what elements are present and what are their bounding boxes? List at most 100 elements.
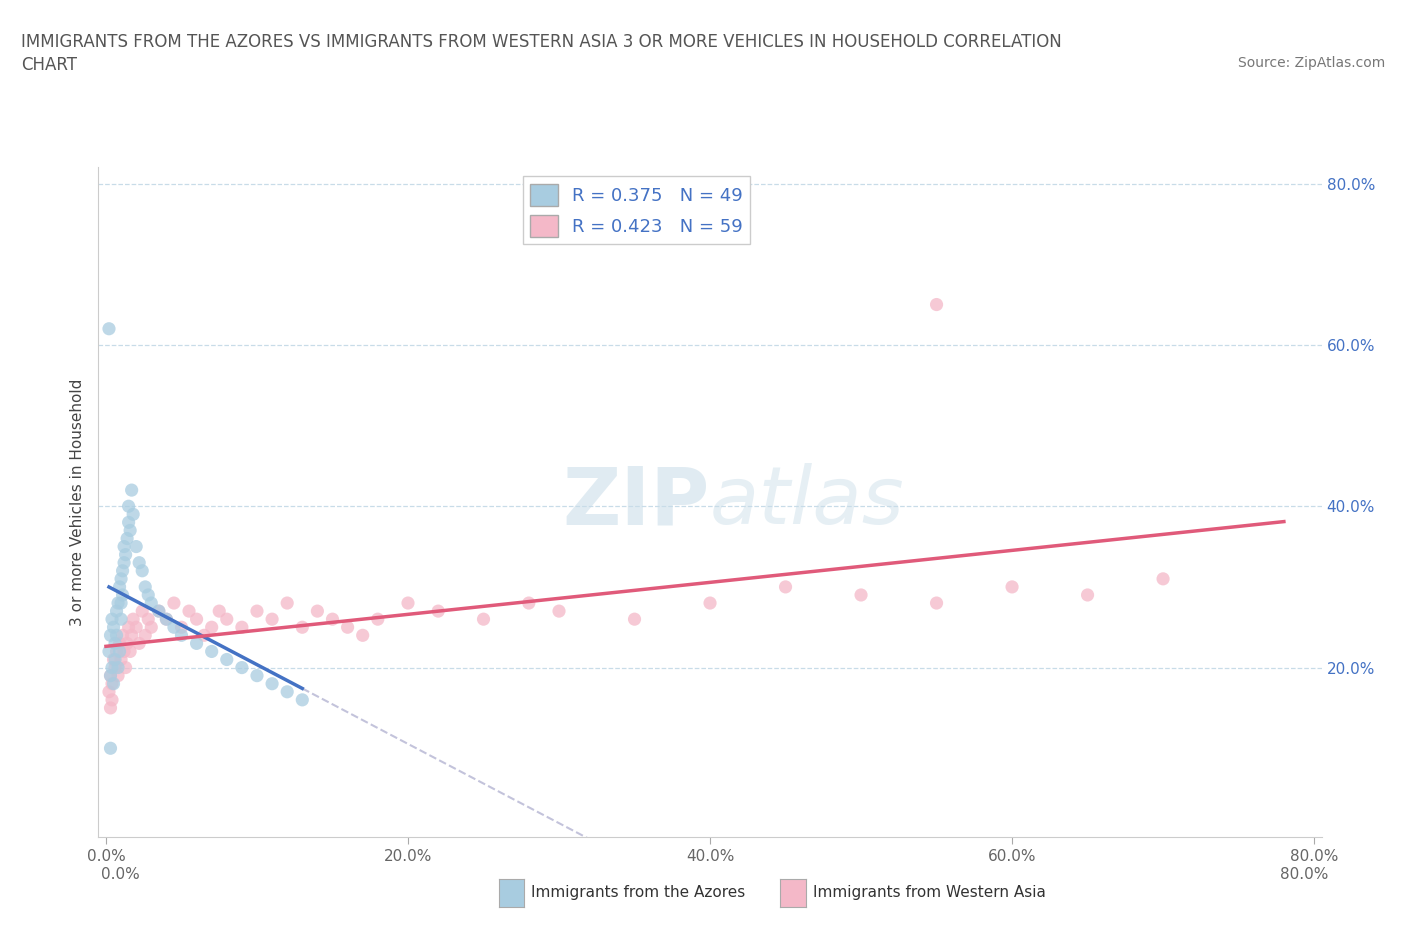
Point [110,652,132,667]
Text: 80.0%: 80.0% [1281,867,1329,882]
Text: CHART: CHART [21,56,77,73]
Point [103,619,125,634]
Point [98,684,121,699]
Point [104,652,127,667]
Point [201,619,224,634]
Point [517,595,540,610]
Point [1152,571,1174,586]
Point [120,523,142,538]
Y-axis label: 3 or more Vehicles in Household: 3 or more Vehicles in Household [70,379,86,626]
Point [115,531,138,546]
Point [101,612,124,627]
Point [262,676,284,691]
Point [276,684,298,699]
Point [112,555,135,570]
Point [246,669,269,684]
Point [100,628,122,643]
Point [125,619,148,634]
Point [276,595,298,610]
Point [352,628,374,643]
Point [307,604,329,618]
Point [262,612,284,627]
Point [136,612,159,627]
Point [108,644,131,658]
Point [120,644,142,658]
Point [155,612,177,627]
Point [111,588,134,603]
Point [131,564,153,578]
Point [231,660,253,675]
Point [246,604,269,618]
Point [105,604,128,618]
Point [925,595,948,610]
Point [775,579,797,594]
Point [134,579,156,594]
Point [100,700,122,715]
Point [170,628,193,643]
Point [112,539,135,554]
Point [100,669,122,684]
Point [1001,579,1024,594]
Point [367,612,389,627]
Point [472,612,495,627]
Point [108,579,131,594]
Point [170,619,193,634]
Point [699,595,721,610]
Point [108,636,131,651]
Point [98,321,121,336]
Point [163,619,186,634]
Point [110,612,132,627]
Point [186,612,208,627]
Text: 0.0%: 0.0% [101,867,141,882]
Point [98,644,121,658]
Text: ZIP: ZIP [562,463,710,541]
Point [104,636,127,651]
Point [231,619,253,634]
Point [321,612,343,627]
Point [163,595,186,610]
Point [100,669,122,684]
Point [215,652,238,667]
Point [548,604,571,618]
Point [623,612,645,627]
Point [125,539,148,554]
Point [148,604,170,618]
Point [141,595,163,610]
Point [115,636,138,651]
Point [208,604,231,618]
Point [114,660,136,675]
Point [186,636,208,651]
Point [110,571,132,586]
Point [131,604,153,618]
Point [155,612,177,627]
Point [107,669,129,684]
Point [104,660,127,675]
Point [201,644,224,658]
Point [101,676,124,691]
Point [117,498,139,513]
Point [136,588,159,603]
Point [336,619,359,634]
Point [105,628,128,643]
Text: Source: ZipAtlas.com: Source: ZipAtlas.com [1237,56,1385,70]
Point [117,515,139,530]
Text: Immigrants from the Azores: Immigrants from the Azores [531,885,745,900]
Point [101,660,124,675]
Point [100,741,122,756]
Point [121,628,143,643]
Point [134,628,156,643]
Point [112,644,135,658]
Legend: R = 0.375   N = 49, R = 0.423   N = 59: R = 0.375 N = 49, R = 0.423 N = 59 [523,177,749,244]
Point [101,693,124,708]
Point [925,297,948,312]
Point [122,612,145,627]
Point [107,595,129,610]
Point [396,595,419,610]
Point [849,588,872,603]
Point [122,507,145,522]
Point [107,660,129,675]
Point [291,693,314,708]
Text: Immigrants from Western Asia: Immigrants from Western Asia [813,885,1046,900]
Point [103,652,125,667]
Point [103,676,125,691]
